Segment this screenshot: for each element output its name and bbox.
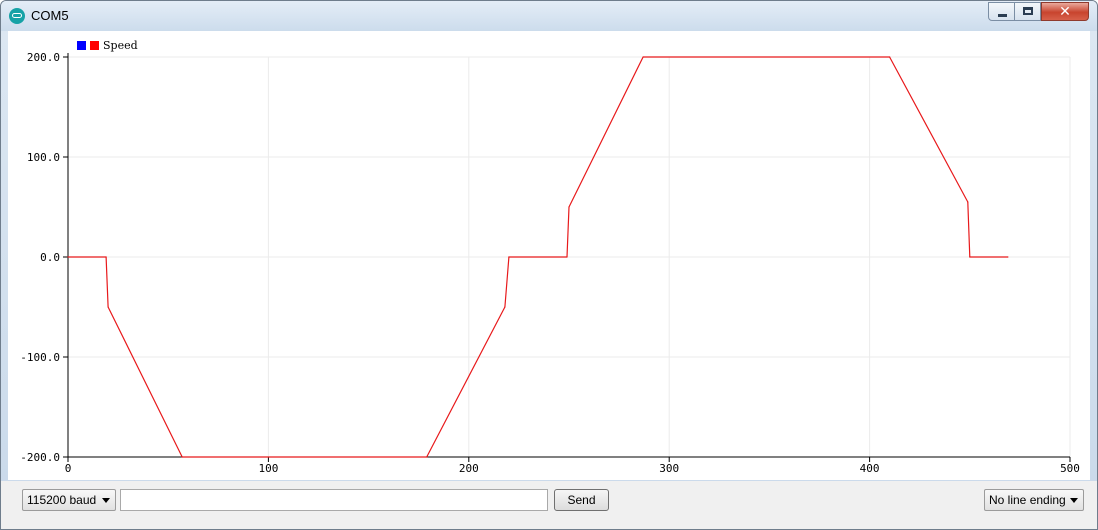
data-point [508,256,510,258]
y-tick-label: -200.0 [20,451,60,464]
maximize-icon [1023,7,1033,15]
plot-area: 200.0 100.0 0.0 -100.0 -200.0 0 100 200 300 400 50… [8,31,1090,480]
data-point [642,56,644,58]
send-input[interactable] [120,489,548,511]
close-icon: ✕ [1059,3,1071,19]
x-tick-label: 200 [459,462,479,475]
y-tick-label: 0.0 [40,251,60,264]
speed-chart: 200.0 100.0 0.0 -100.0 -200.0 0 100 200 300 400 50… [20,39,1080,475]
maximize-button[interactable] [1014,2,1041,21]
data-point [1007,256,1009,258]
legend-swatch-red [90,41,99,50]
title-bar[interactable]: COM5 ✕ [1,1,1097,31]
data-point [67,256,69,258]
minimize-button[interactable] [988,2,1015,21]
bottom-toolbar: 115200 baud Send No line ending [1,481,1097,529]
baud-rate-select[interactable]: 115200 baud [22,489,116,511]
data-point [566,256,568,258]
data-point [889,56,891,58]
line-ending-value: No line ending [989,493,1066,507]
x-tick-label: 0 [65,462,72,475]
chevron-down-icon [1070,498,1078,503]
x-tick-label: 400 [860,462,880,475]
data-point [967,201,969,203]
data-point [107,306,109,308]
window-title: COM5 [31,8,69,23]
line-ending-select[interactable]: No line ending [984,489,1084,511]
send-button[interactable]: Send [554,489,609,511]
close-button[interactable]: ✕ [1041,2,1089,21]
y-tick-label: 200.0 [27,51,60,64]
baud-rate-value: 115200 baud [27,493,97,507]
chevron-down-icon [102,498,110,503]
series-line-speed [68,56,1008,458]
y-tick-label: 100.0 [27,151,60,164]
legend-label-speed: Speed [103,39,138,52]
data-point [504,306,506,308]
minimize-icon [998,14,1007,17]
data-point [969,256,971,258]
x-tick-label: 500 [1060,462,1080,475]
arduino-icon [9,8,25,24]
data-point [568,206,570,208]
y-tick-label: -100.0 [20,351,60,364]
data-point [426,456,428,458]
data-point [105,256,107,258]
x-tick-label: 100 [258,462,278,475]
x-tick-label: 300 [659,462,679,475]
data-point [181,456,183,458]
legend-swatch-blue [77,41,86,50]
